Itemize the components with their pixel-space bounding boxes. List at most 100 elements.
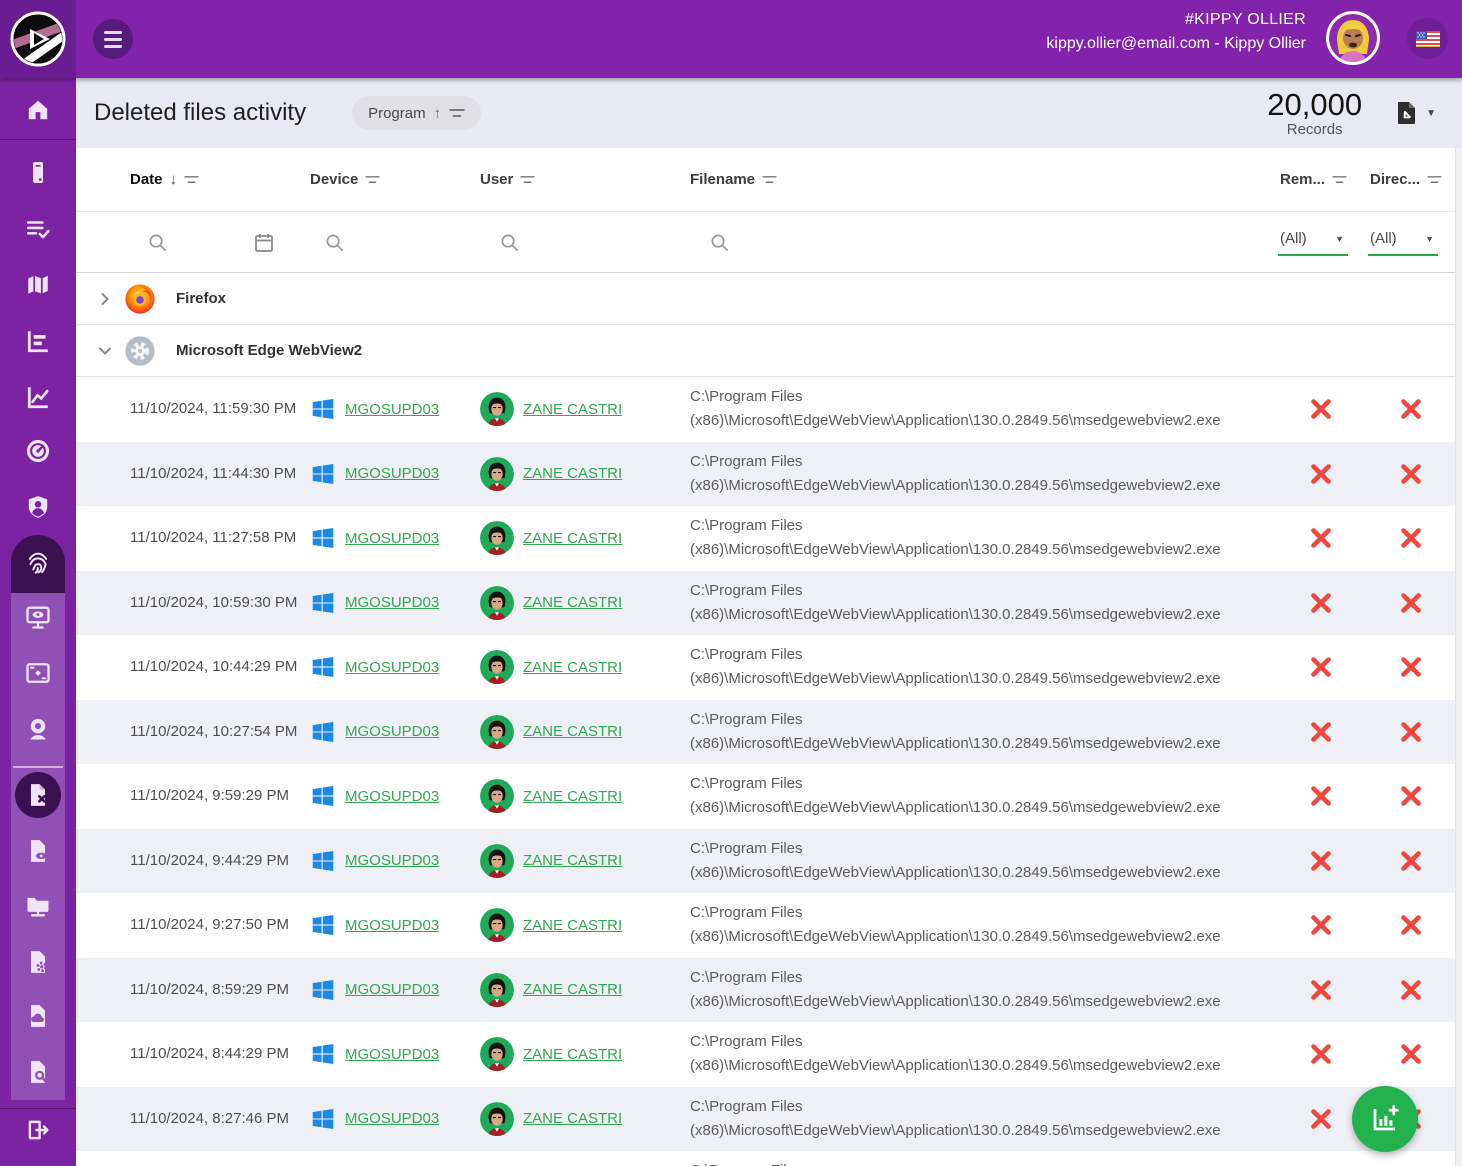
directory-removed-status [1366, 720, 1455, 744]
red-x-icon [1309, 849, 1333, 873]
sidebar-item-activity-list[interactable] [21, 212, 55, 246]
records-label: Records [1267, 121, 1362, 138]
sidebar-item-fingerprint[interactable] [21, 546, 55, 580]
device-link[interactable]: MGOSUPD03 [345, 594, 439, 611]
removed-status [1276, 526, 1366, 550]
records-value: 20,000 [1267, 89, 1362, 121]
device-link[interactable]: MGOSUPD03 [345, 1110, 439, 1127]
filename-filter-input[interactable] [690, 212, 1276, 272]
group-row-firefox[interactable]: Firefox [76, 273, 1455, 325]
column-header-device[interactable]: Device [310, 171, 480, 188]
device-link[interactable]: MGOSUPD03 [345, 659, 439, 676]
windows-icon [310, 590, 336, 616]
sidebar-item-network-folder[interactable] [21, 889, 55, 923]
windows-icon [310, 1041, 336, 1067]
device-link[interactable]: MGOSUPD03 [345, 1046, 439, 1063]
filter-icon[interactable] [762, 175, 777, 185]
red-x-icon [1399, 397, 1423, 421]
sidebar-item-map[interactable] [21, 268, 55, 302]
sidebar-item-file-search[interactable] [21, 1055, 55, 1089]
column-header-user[interactable]: User [480, 171, 690, 188]
user-link[interactable]: ZANE CASTRI [523, 852, 622, 869]
device-link[interactable]: MGOSUPD03 [345, 723, 439, 740]
filter-icon[interactable] [1427, 175, 1442, 185]
deleted-files-table: Date ↓ Device User Filename Rem... Di [76, 148, 1455, 1166]
user-link[interactable]: ZANE CASTRI [523, 594, 622, 611]
device-filter-input[interactable] [310, 212, 480, 272]
sidebar-item-file-cloud[interactable] [21, 999, 55, 1033]
chevron-down-icon[interactable] [96, 342, 114, 360]
device-link[interactable]: MGOSUPD03 [345, 981, 439, 998]
filter-icon[interactable] [520, 175, 535, 185]
firefox-icon [123, 282, 157, 316]
user-link[interactable]: ZANE CASTRI [523, 1046, 622, 1063]
red-x-icon [1309, 591, 1333, 615]
device-link[interactable]: MGOSUPD03 [345, 852, 439, 869]
sidebar-item-screenshot[interactable] [21, 656, 55, 690]
add-report-fab[interactable] [1352, 1086, 1418, 1152]
group-row-edge-webview2[interactable]: Microsoft Edge WebView2 [76, 325, 1455, 377]
user-link[interactable]: ZANE CASTRI [523, 788, 622, 805]
filter-icon[interactable] [365, 175, 380, 185]
user-filter-input[interactable] [480, 212, 690, 272]
user-avatar[interactable] [1326, 11, 1380, 65]
user-link[interactable]: ZANE CASTRI [523, 981, 622, 998]
column-header-directory[interactable]: Direc... [1366, 171, 1455, 188]
user-link[interactable]: ZANE CASTRI [523, 401, 622, 418]
removed-filter-dropdown[interactable]: (All) ▼ [1278, 228, 1348, 256]
sidebar-item-screen-monitoring[interactable] [21, 600, 55, 634]
device-link[interactable]: MGOSUPD03 [345, 530, 439, 547]
sidebar-item-user-shield[interactable] [21, 490, 55, 524]
row-filename: C:\Program Files (x86)\Microsoft\EdgeWeb… [690, 837, 1276, 885]
group-by-label: Program [368, 105, 426, 122]
row-filename: C:\Program Files (x86)\Microsoft\EdgeWeb… [690, 1095, 1276, 1143]
filter-icon[interactable] [184, 175, 199, 185]
sidebar-item-logout[interactable] [21, 1113, 55, 1147]
sidebar-item-line-chart[interactable] [21, 380, 55, 414]
sidebar-item-file-view[interactable] [21, 834, 55, 868]
row-filename: C:\Program Files (x86)\Microsoft\EdgeWeb… [690, 1030, 1276, 1078]
directory-removed-status [1366, 849, 1455, 873]
user-link[interactable]: ZANE CASTRI [523, 465, 622, 482]
vertical-scrollbar[interactable] [1455, 148, 1462, 1166]
device-link[interactable]: MGOSUPD03 [345, 465, 439, 482]
sidebar-item-deleted-files[interactable] [21, 778, 55, 812]
date-filter-input[interactable] [130, 212, 310, 272]
sidebar-item-webcam[interactable] [21, 712, 55, 746]
group-by-chip[interactable]: Program ↑ [352, 96, 481, 130]
device-link[interactable]: MGOSUPD03 [345, 917, 439, 934]
language-selector-button[interactable] [1407, 18, 1448, 59]
device-link[interactable]: MGOSUPD03 [345, 401, 439, 418]
column-header-filename[interactable]: Filename [690, 171, 1276, 188]
directory-filter-dropdown[interactable]: (All) ▼ [1368, 228, 1438, 256]
user-link[interactable]: ZANE CASTRI [523, 723, 622, 740]
app-logo [0, 0, 76, 78]
device-link[interactable]: MGOSUPD03 [345, 788, 439, 805]
removed-status [1276, 849, 1366, 873]
sidebar-item-file-settings[interactable] [21, 945, 55, 979]
filter-icon[interactable] [1332, 175, 1347, 185]
export-button[interactable]: ▼ [1396, 101, 1436, 125]
logout-icon [25, 1117, 51, 1143]
dropdown-caret-icon: ▼ [1425, 234, 1434, 244]
page-header: Deleted files activity Program ↑ 20,000 … [76, 78, 1462, 148]
table-row: 11/10/2024, 10:59:30 PM MGOSUPD03 [76, 571, 1455, 636]
user-link[interactable]: ZANE CASTRI [523, 530, 622, 547]
column-header-removed[interactable]: Rem... [1276, 171, 1366, 188]
removed-status [1276, 655, 1366, 679]
sidebar-item-devices[interactable] [21, 156, 55, 190]
fingerprint-icon [24, 549, 52, 577]
calendar-icon[interactable] [254, 232, 274, 253]
list-check-icon [25, 216, 51, 242]
sidebar-item-home[interactable] [21, 93, 55, 127]
column-header-date[interactable]: Date ↓ [130, 171, 310, 188]
chevron-right-icon[interactable] [96, 290, 114, 308]
user-link[interactable]: ZANE CASTRI [523, 1110, 622, 1127]
sidebar-item-report-bars[interactable] [21, 324, 55, 358]
windows-icon [310, 977, 336, 1003]
directory-removed-status [1366, 784, 1455, 808]
user-link[interactable]: ZANE CASTRI [523, 917, 622, 934]
sidebar-item-dashboard[interactable] [21, 434, 55, 468]
user-link[interactable]: ZANE CASTRI [523, 659, 622, 676]
menu-toggle-button[interactable] [93, 19, 133, 59]
